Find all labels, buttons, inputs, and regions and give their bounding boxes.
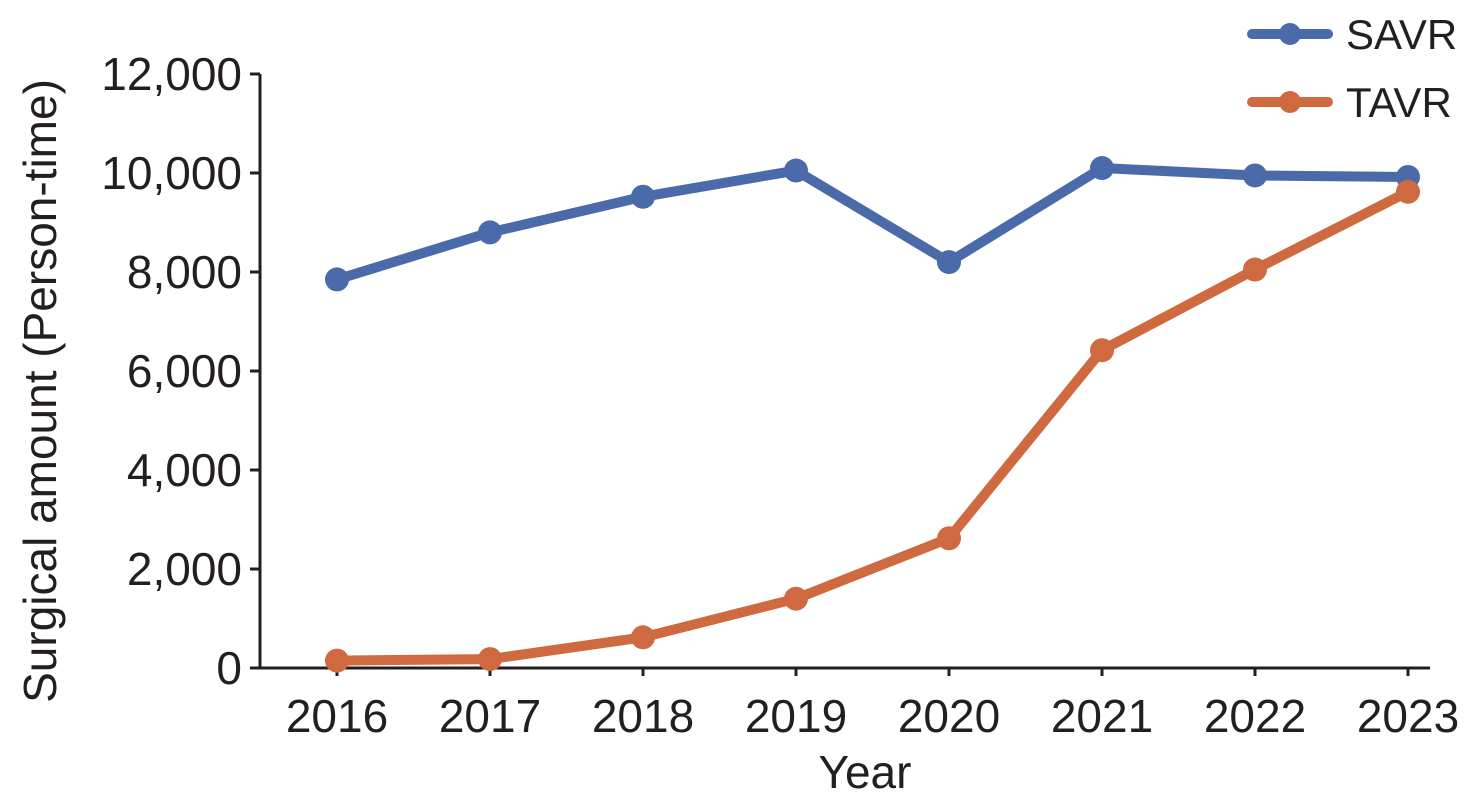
- data-point-tavr: [937, 526, 961, 551]
- data-point-savr: [1243, 163, 1267, 188]
- legend-label: SAVR: [1346, 11, 1457, 58]
- x-tick-label: 2018: [592, 690, 694, 742]
- legend: SAVR TAVR: [1247, 11, 1457, 126]
- legend-label: TAVR: [1346, 79, 1452, 126]
- data-point-tavr: [1090, 338, 1114, 363]
- x-tick-label: 2020: [898, 690, 1000, 742]
- legend-marker: [1279, 23, 1301, 45]
- y-tick-label: 2,000: [127, 543, 242, 595]
- data-point-tavr: [1243, 257, 1267, 282]
- y-tick-label: 12,000: [101, 48, 242, 100]
- series-savr: [325, 156, 1420, 292]
- data-point-tavr: [478, 647, 502, 672]
- data-point-tavr: [631, 625, 655, 650]
- y-tick-label: 4,000: [127, 444, 242, 496]
- x-tick-label: 2017: [439, 690, 541, 742]
- data-point-tavr: [1396, 179, 1420, 204]
- y-tick-label: 8,000: [127, 246, 242, 298]
- x-tick-label: 2016: [286, 690, 388, 742]
- x-tick-label: 2019: [745, 690, 847, 742]
- x-axis-title: Year: [819, 746, 912, 798]
- series-tavr: [325, 179, 1420, 673]
- legend-item-tavr: TAVR: [1247, 79, 1452, 126]
- y-tick-label: 10,000: [101, 147, 242, 199]
- series-line-tavr: [332, 186, 1413, 666]
- legend-marker: [1279, 91, 1301, 113]
- x-tick-label: 2022: [1204, 690, 1306, 742]
- data-point-tavr: [325, 648, 349, 673]
- y-ticks: 0 2,000 4,000 6,000 8,000 10,000 12,000: [101, 48, 260, 694]
- data-point-savr: [325, 267, 349, 292]
- y-tick-label: 0: [216, 642, 242, 694]
- data-point-savr: [1090, 156, 1114, 181]
- x-tick-label: 2023: [1357, 690, 1459, 742]
- legend-item-savr: SAVR: [1247, 11, 1457, 58]
- x-ticks: 2016 2017 2018 2019 2020 2021 2022 2023: [286, 668, 1459, 742]
- y-axis-title: Surgical amount (Person-time): [14, 79, 66, 703]
- data-point-tavr: [784, 586, 808, 611]
- data-point-savr: [631, 184, 655, 209]
- data-point-savr: [784, 158, 808, 183]
- y-tick-label: 6,000: [127, 345, 242, 397]
- series-line-savr: [332, 163, 1413, 285]
- x-tick-label: 2021: [1051, 690, 1153, 742]
- data-point-savr: [937, 250, 961, 275]
- series-layer: [325, 156, 1420, 673]
- data-point-savr: [478, 220, 502, 245]
